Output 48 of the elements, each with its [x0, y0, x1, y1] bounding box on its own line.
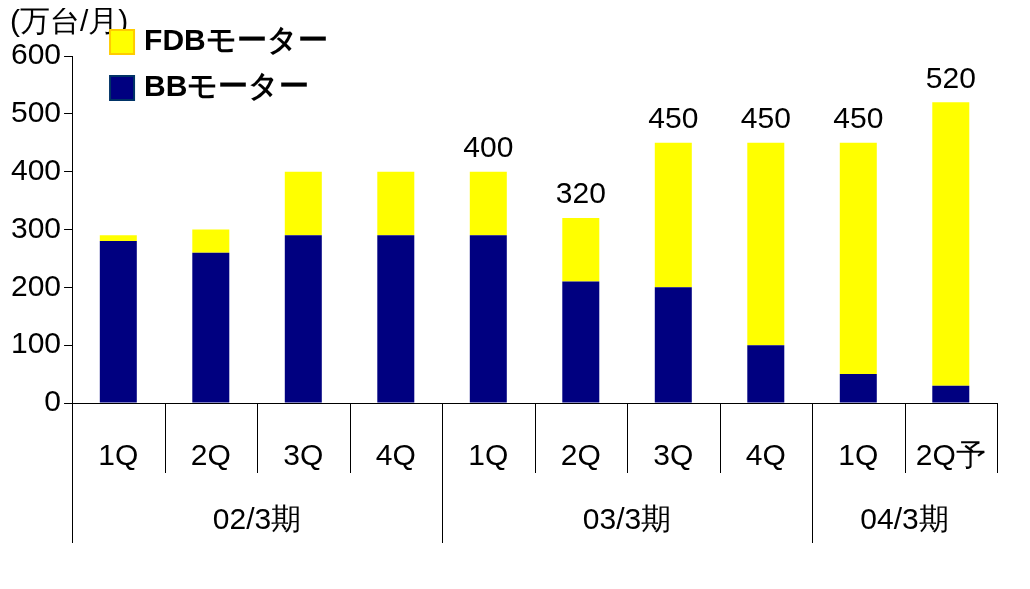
- total-label: 400: [463, 129, 514, 163]
- bar: [99, 235, 137, 242]
- bar: [839, 142, 877, 375]
- bar: [562, 217, 600, 282]
- bar: [377, 235, 415, 403]
- x-tick-label: 1Q: [838, 438, 879, 472]
- total-label: 520: [925, 60, 976, 94]
- x-tick-label: 3Q: [653, 438, 694, 472]
- y-tick-label: 400: [10, 152, 62, 186]
- x-tick-label: 4Q: [745, 438, 786, 472]
- bar: [839, 374, 877, 403]
- y-tick-label: 100: [10, 326, 62, 360]
- bar: [192, 252, 230, 403]
- bar: [469, 171, 507, 236]
- x-tick-label: 1Q: [468, 438, 509, 472]
- bar: [932, 102, 970, 386]
- total-label: 320: [555, 176, 606, 210]
- x-tick-label: 2Q: [560, 438, 601, 472]
- total-label: 450: [740, 101, 791, 135]
- total-label: 450: [833, 101, 884, 135]
- x-tick-label: 3Q: [283, 438, 324, 472]
- bar: [747, 345, 785, 403]
- bar: [654, 142, 692, 288]
- y-tick-label: 300: [10, 210, 62, 244]
- bar: [284, 235, 322, 403]
- bar: [932, 385, 970, 403]
- y-tick-label: 500: [10, 95, 62, 129]
- y-tick-label: 200: [10, 268, 62, 302]
- legend-label: BBモーター: [144, 69, 310, 103]
- y-tick-label: 0: [44, 384, 62, 418]
- text: 04/3期: [860, 502, 949, 536]
- y-tick-label: 600: [10, 37, 62, 71]
- total-label: 450: [648, 101, 699, 135]
- bar: [469, 235, 507, 403]
- x-tick-label: 4Q: [375, 438, 416, 472]
- text: 02/3期: [212, 502, 302, 536]
- x-tick-label: 1Q: [98, 438, 139, 472]
- legend-label: FDBモーター: [144, 23, 328, 57]
- text: 03/3期: [582, 502, 672, 536]
- bar: [747, 142, 785, 346]
- bar: [192, 229, 230, 253]
- bar: [654, 287, 692, 403]
- x-tick-label: 2Q: [190, 438, 231, 472]
- bar: [99, 241, 137, 403]
- bar: [562, 281, 600, 403]
- bar: [284, 171, 322, 236]
- bar: [377, 171, 415, 236]
- x-tick-label: 2Q予: [915, 438, 986, 472]
